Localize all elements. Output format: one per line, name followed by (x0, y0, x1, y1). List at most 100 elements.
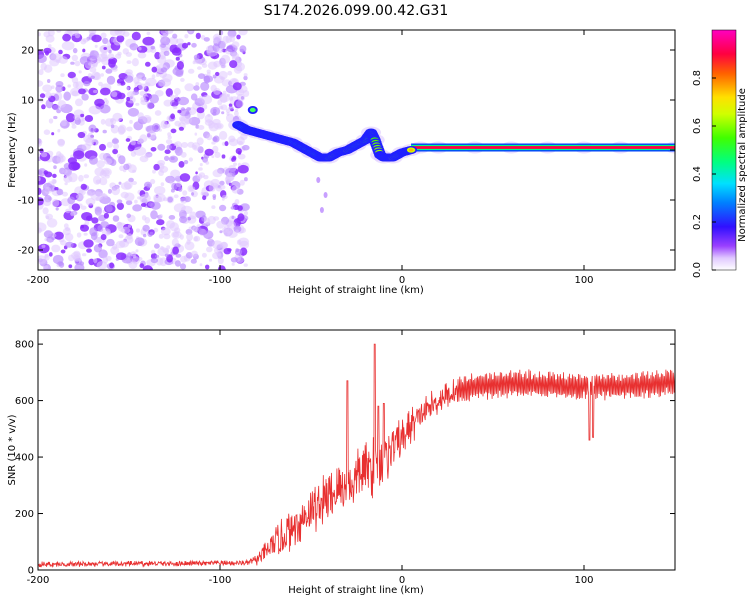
noise-blob (243, 75, 248, 81)
noise-blob (186, 239, 191, 245)
noise-blob (151, 74, 156, 80)
noise-blob (71, 124, 77, 129)
noise-blob (95, 179, 101, 184)
noise-blob (124, 192, 135, 202)
noise-blob (203, 217, 211, 225)
noise-blob (83, 232, 88, 236)
noise-blob (224, 141, 229, 147)
noise-blob (100, 73, 105, 77)
noise-blob (160, 120, 168, 129)
noise-blob (180, 197, 185, 202)
noise-blob (228, 103, 233, 107)
noise-blob (112, 215, 120, 222)
colorbar: 0.0 0.2 0.4 0.6 0.8 Normalized spectral ampl… (692, 29, 748, 278)
noise-blob (149, 94, 159, 104)
noise-blob (130, 140, 136, 146)
noise-blob (219, 230, 223, 234)
noise-blob (143, 233, 147, 238)
noise-blob (237, 153, 246, 160)
noise-blob (206, 72, 211, 76)
noise-blob (72, 47, 78, 54)
noise-blob (236, 34, 241, 40)
ridge-fragment (319, 207, 324, 213)
noise-blob (88, 105, 102, 115)
noise-blob (62, 191, 68, 197)
noise-blob (59, 261, 65, 268)
noise-blob (100, 87, 111, 96)
noise-blob (94, 44, 98, 48)
noise-blob (149, 267, 153, 270)
noise-blob (43, 199, 52, 207)
noise-blob (188, 186, 196, 192)
noise-blob (146, 102, 154, 110)
noise-blob (61, 41, 75, 51)
noise-blob (158, 233, 164, 239)
noise-blob (102, 129, 107, 134)
noise-blob (130, 93, 134, 97)
noise-blob (206, 134, 213, 141)
noise-blob (111, 185, 120, 196)
noise-blob (176, 181, 182, 188)
noise-blob (172, 33, 178, 39)
x-tick-label: -200 (27, 275, 50, 286)
noise-blob (103, 47, 107, 50)
y-tick-label: 200 (15, 509, 34, 520)
noise-blob (169, 94, 175, 99)
noise-blob (42, 84, 53, 93)
noise-blob (38, 170, 43, 175)
noise-blob (93, 72, 102, 81)
noise-blob (78, 88, 86, 95)
colorbar-tick-label: 0.2 (692, 214, 703, 230)
noise-blob (225, 35, 232, 43)
noise-blob (111, 91, 118, 98)
noise-blob (93, 244, 102, 253)
noise-blob (129, 43, 139, 51)
noise-blob (191, 192, 195, 196)
noise-blob (233, 162, 238, 166)
noise-blob (150, 178, 156, 185)
noise-blob (150, 201, 161, 210)
noise-blob (38, 139, 43, 145)
noise-blob (231, 52, 239, 59)
noise-blob (71, 77, 79, 84)
noise-blob (38, 187, 42, 195)
noise-blob (123, 163, 130, 171)
noise-blob (125, 52, 132, 57)
noise-blob (62, 33, 71, 42)
noise-blob (208, 184, 216, 192)
noise-blob (160, 182, 165, 187)
noise-blob (74, 32, 81, 39)
noise-blob (150, 147, 157, 152)
noise-blob (80, 113, 85, 118)
noise-blob (112, 112, 123, 122)
noise-blob (221, 154, 226, 159)
noise-blob (197, 125, 205, 130)
y-tick-label: 800 (15, 340, 34, 351)
noise-blob (206, 45, 213, 54)
noise-blob (213, 87, 221, 96)
noise-blob (165, 139, 173, 145)
noise-blob (208, 258, 213, 262)
noise-blob (70, 61, 75, 65)
noise-blob (93, 89, 98, 94)
noise-blob (211, 155, 215, 159)
carrier-band-core (411, 146, 675, 149)
noise-blob (142, 115, 152, 123)
noise-blob (57, 100, 66, 108)
noise-blob (39, 93, 46, 99)
noise-blob (195, 82, 200, 87)
noise-blob (99, 143, 106, 151)
noise-blob (177, 109, 182, 114)
noise-blob (194, 235, 201, 242)
noise-blob (231, 215, 235, 220)
noise-blob (192, 60, 196, 65)
noise-blob (55, 84, 64, 93)
noise-blob (88, 124, 97, 133)
noise-blob (217, 48, 224, 53)
noise-blob (240, 96, 245, 100)
noise-blob (135, 102, 140, 106)
noise-blob (120, 226, 131, 234)
noise-blob (109, 262, 115, 269)
